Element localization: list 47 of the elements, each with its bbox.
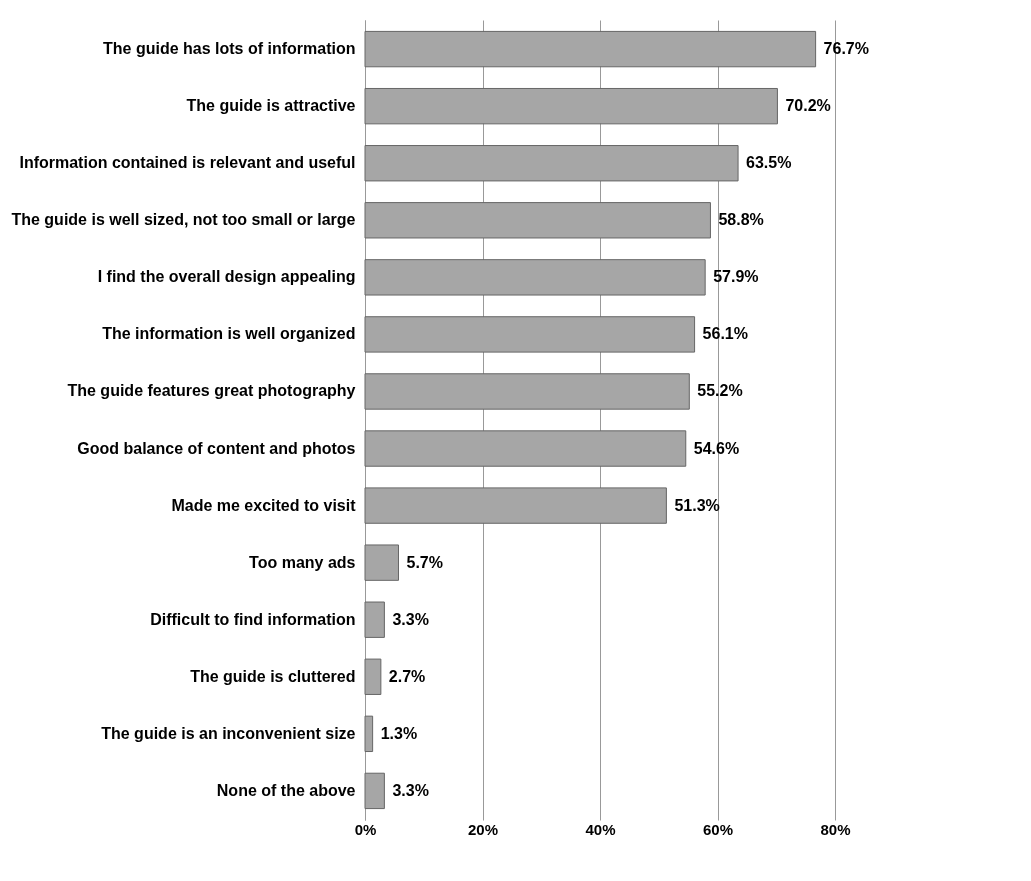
data-label: 58.8% [718, 211, 764, 229]
bar [364, 316, 696, 353]
data-label: 3.3% [392, 610, 429, 628]
y-tick-label: Information contained is relevant and useful [19, 154, 356, 172]
data-label: 55.2% [697, 382, 743, 400]
x-tick-label: 40% [585, 820, 616, 838]
bar [364, 715, 374, 753]
data-label: 63.5% [746, 154, 792, 172]
bar [364, 430, 687, 467]
y-tick-label: I find the overall design appealing [97, 268, 356, 286]
bar [364, 145, 739, 182]
bar [364, 544, 399, 581]
x-tick-label: 80% [820, 820, 851, 838]
data-label: 5.7% [406, 553, 443, 571]
data-label: 51.3% [674, 496, 720, 514]
y-tick-label: The guide has lots of information [103, 40, 356, 58]
bar [364, 87, 778, 125]
y-tick-label: Made me excited to visit [171, 496, 357, 514]
y-tick-label: The guide is an inconvenient size [101, 724, 356, 742]
y-tick-label: None of the above [216, 781, 356, 799]
y-tick-label: Too many ads [249, 553, 356, 571]
data-label: 3.3% [392, 781, 429, 799]
data-label: 54.6% [693, 439, 740, 457]
bar [364, 601, 385, 638]
data-label: 57.9% [713, 268, 759, 286]
bar [364, 658, 382, 695]
data-label: 56.1% [702, 325, 748, 343]
y-tick-label: The information is well organized [102, 325, 356, 343]
data-label: 70.2% [785, 97, 831, 115]
bar [364, 772, 385, 810]
bar [364, 30, 817, 68]
bar [364, 487, 667, 524]
data-label: 1.3% [380, 724, 418, 742]
data-label: 76.7% [823, 40, 869, 58]
bar [364, 202, 711, 239]
x-tick-label: 60% [702, 820, 734, 838]
y-tick-label: The guide is attractive [186, 97, 356, 115]
y-tick-label: The guide is cluttered [190, 667, 356, 685]
x-tick-label: 0% [354, 820, 377, 838]
y-tick-label: Difficult to find information [150, 610, 356, 628]
bar [364, 373, 690, 410]
y-tick-label: The guide is well sized, not too small or large [11, 211, 356, 229]
y-tick-label: The guide features great photography [67, 382, 356, 400]
x-tick-label: 20% [467, 820, 499, 838]
bar [364, 259, 706, 296]
data-label: 2.7% [388, 667, 426, 685]
y-tick-label: Good balance of content and photos [77, 439, 356, 457]
